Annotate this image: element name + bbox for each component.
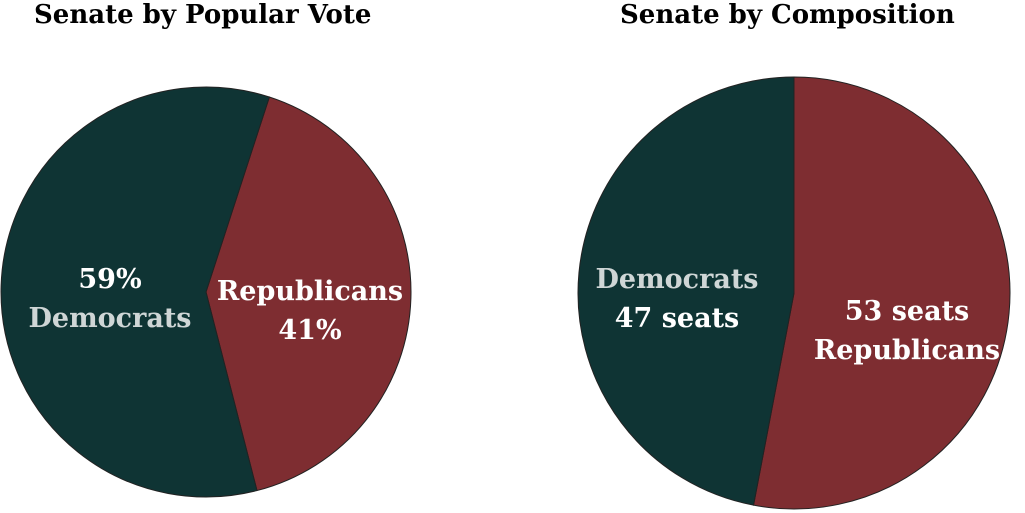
pie-0-slice-democrats [0, 86, 270, 498]
pie-0-label-democrats-1: Democrats [28, 303, 191, 334]
chart-title-popular-vote: Senate by Popular Vote [34, 0, 372, 30]
pie-0-label-republicans-0: Republicans [217, 276, 403, 307]
pie-0-label-republicans-1: 41% [278, 315, 341, 346]
pie-0-slice-republicans [205, 96, 412, 492]
pie-1-label-republicans-1: Republicans [814, 335, 1000, 366]
pie-1-label-republicans-0: 53 seats [845, 296, 970, 327]
pie-0-label-democrats-0: 59% [78, 264, 141, 295]
pie-1-slice-democrats [577, 76, 795, 506]
pie-1-label-democrats-0: Democrats [595, 264, 758, 295]
chart-title-composition: Senate by Composition [620, 0, 955, 30]
pie-1-label-democrats-1: 47 seats [615, 303, 740, 334]
pie-1-slice-republicans [752, 76, 1011, 510]
